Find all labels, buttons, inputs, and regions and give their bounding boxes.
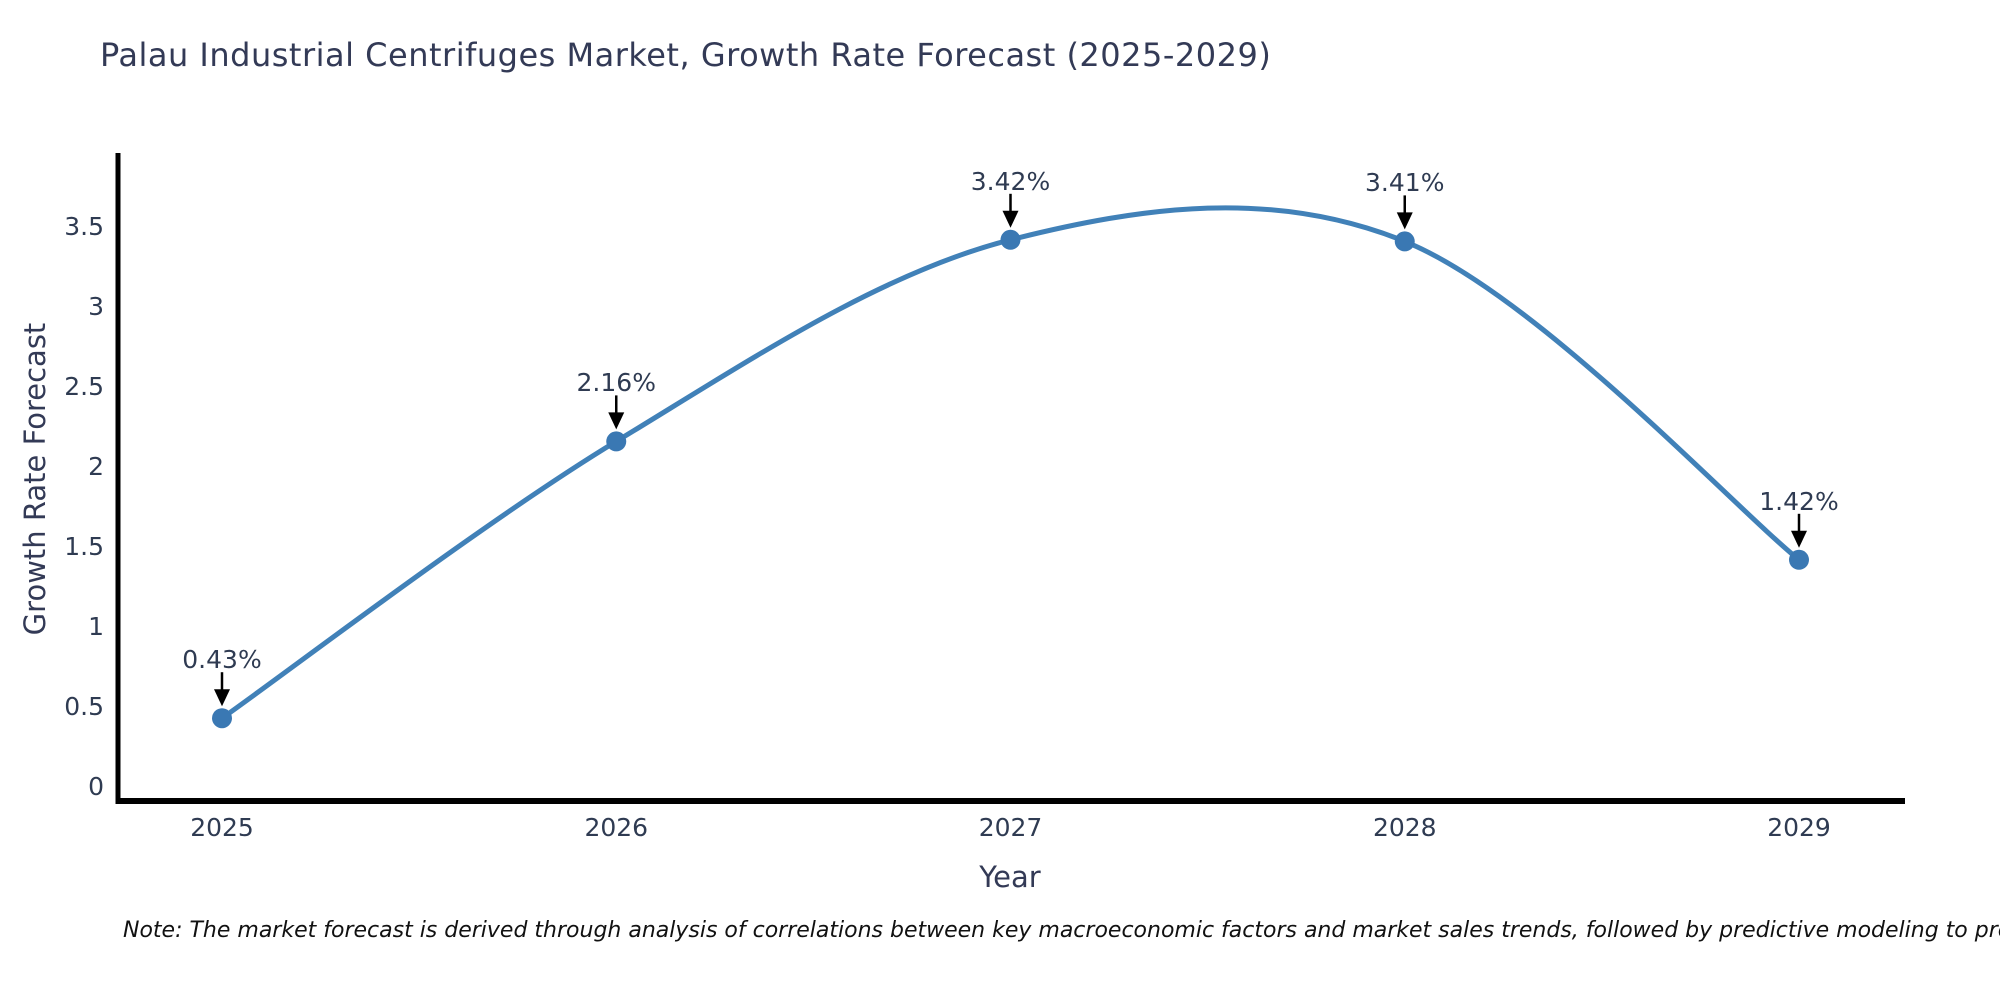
data-point-marker-2028[interactable] — [1394, 231, 1415, 252]
chart-title: Palau Industrial Centrifuges Market, Gro… — [100, 36, 1272, 74]
annotation-arrowhead-icon — [608, 412, 625, 430]
y-tick-label-0: 0 — [88, 772, 104, 801]
annotation-arrowhead-icon — [1791, 530, 1807, 548]
y-tick-label-3: 3 — [88, 292, 104, 321]
data-point-marker-2026[interactable] — [606, 431, 627, 452]
x-tick-label-2027: 2027 — [978, 813, 1043, 842]
y-tick-label-1: 1 — [88, 612, 104, 641]
point-value-label-2026: 2.16% — [576, 368, 656, 398]
x-tick-label-2029: 2029 — [1767, 813, 1831, 842]
forecast-spline — [220, 205, 1801, 721]
y-tick-label-2: 2 — [88, 452, 104, 481]
y-tick-label-2.5: 2.5 — [64, 372, 104, 401]
point-value-label-2025: 0.43% — [182, 645, 262, 675]
annotation-arrowhead-icon — [1002, 210, 1019, 228]
data-point-marker-2025[interactable] — [212, 708, 232, 729]
y-tick-label-0.5: 0.5 — [64, 692, 104, 721]
point-value-label-2027: 3.42% — [970, 166, 1051, 196]
data-point-marker-2029[interactable] — [1789, 549, 1809, 570]
x-tick-label-2028: 2028 — [1372, 813, 1437, 842]
x-tick-label-2025: 2025 — [190, 813, 254, 842]
y-tick-label-1.5: 1.5 — [64, 532, 104, 561]
annotation-arrowhead-icon — [214, 689, 230, 707]
annotation-arrowhead-icon — [1396, 212, 1413, 230]
x-axis-title: Year — [979, 860, 1041, 894]
y-tick-label-3.5: 3.5 — [64, 212, 104, 241]
data-point-marker-2027[interactable] — [1000, 229, 1021, 250]
point-value-label-2029: 1.42% — [1759, 486, 1839, 516]
x-tick-label-2026: 2026 — [584, 813, 649, 842]
point-value-label-2028: 3.41% — [1365, 168, 1445, 198]
footnote: Note: The market forecast is derived thr… — [123, 918, 2000, 943]
